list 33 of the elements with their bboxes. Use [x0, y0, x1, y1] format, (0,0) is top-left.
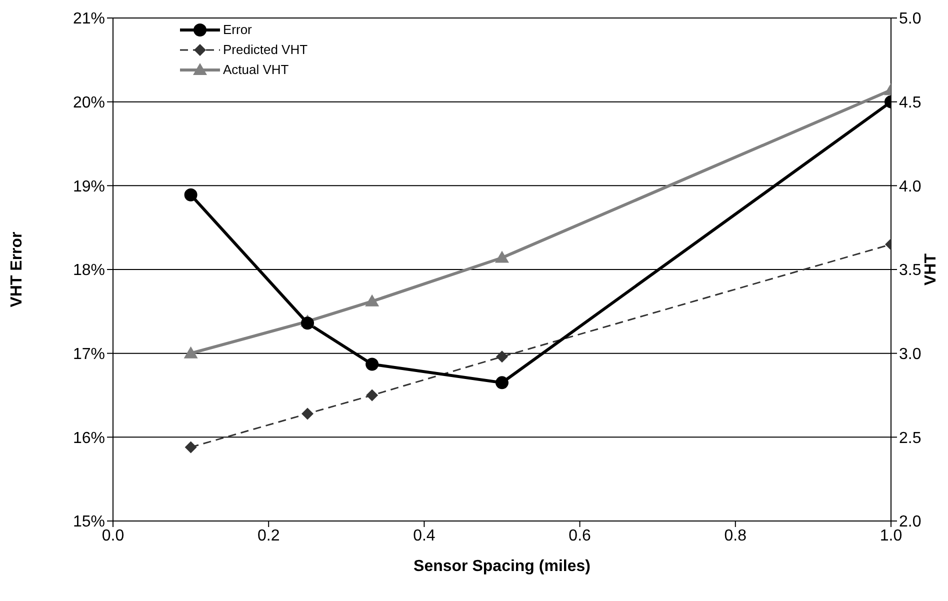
point [365, 294, 380, 306]
point [495, 250, 509, 263]
y-tick-label: 17% [72, 346, 105, 364]
point [366, 389, 378, 402]
y2-tick-label: 4.0 [899, 178, 922, 196]
point [496, 350, 508, 363]
y2-axis-title: VHT [922, 253, 940, 286]
point [496, 376, 508, 390]
x-tick-label: 0.4 [413, 527, 436, 544]
y-tick-label: 20% [72, 94, 105, 112]
y-tick-label: 16% [72, 430, 105, 447]
y2-tick-label: 3.0 [899, 346, 922, 364]
x-tick-label: 0.6 [568, 527, 592, 544]
legend-label: Predicted VHT [223, 41, 308, 59]
point [184, 441, 197, 454]
y2-tick-label: 5.0 [899, 10, 922, 28]
point [301, 316, 314, 330]
y-axis-title: VHT Error [8, 232, 26, 308]
y2-tick-label: 2.5 [899, 430, 922, 447]
y-tick-label: 19% [72, 178, 105, 196]
x-axis-title: Sensor Spacing (miles) [414, 558, 590, 575]
point [184, 188, 198, 202]
point [302, 408, 314, 420]
y-tick-label: 21% [72, 10, 105, 28]
point [184, 346, 198, 358]
point [366, 358, 379, 371]
y-tick-label: 18% [72, 262, 105, 280]
legend-label: Actual VHT [223, 61, 289, 79]
y2-tick-label: 4.5 [899, 94, 922, 112]
x-tick-label: 0.2 [257, 527, 280, 544]
y2-tick-label: 3.5 [899, 262, 922, 280]
x-tick-label: 0.8 [724, 527, 747, 544]
legend-label: Error [223, 21, 252, 39]
